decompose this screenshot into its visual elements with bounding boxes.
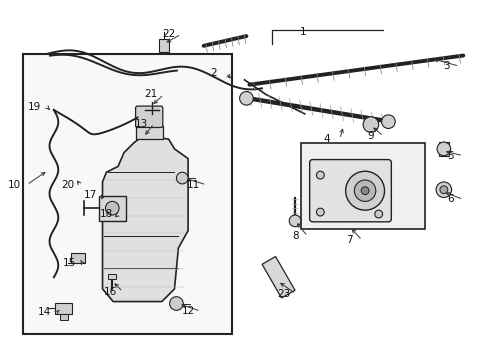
Text: 21: 21 [144,89,158,99]
Text: 6: 6 [447,194,453,204]
Circle shape [176,172,188,184]
Circle shape [288,215,300,227]
Text: 12: 12 [181,306,194,316]
Text: 13: 13 [135,118,148,129]
Text: 11: 11 [187,180,200,190]
Bar [300,143,425,229]
FancyBboxPatch shape [309,159,390,222]
Circle shape [363,117,378,132]
Circle shape [439,186,447,194]
Circle shape [316,208,324,216]
Circle shape [361,187,368,195]
Bar [55,302,72,314]
Text: 19: 19 [28,102,41,112]
Circle shape [169,297,183,310]
Text: 4: 4 [323,134,330,144]
Text: 18: 18 [100,209,113,219]
Text: 10: 10 [7,180,20,190]
Text: 20: 20 [61,180,74,190]
Bar [99,195,125,221]
Circle shape [354,180,375,201]
Text: 17: 17 [84,190,97,199]
Bar [159,39,168,51]
Polygon shape [262,257,294,298]
Circle shape [316,171,324,179]
Circle shape [374,210,382,218]
Bar [108,274,116,279]
Circle shape [436,142,450,156]
Circle shape [435,182,451,198]
Circle shape [381,115,394,129]
Circle shape [105,201,119,215]
Circle shape [345,171,384,210]
Text: 3: 3 [443,61,449,71]
Text: 14: 14 [38,307,51,317]
Bar [60,314,67,320]
Text: 22: 22 [162,29,175,39]
Circle shape [239,91,253,105]
Bar [23,54,231,334]
Text: 2: 2 [210,68,216,78]
Text: 1: 1 [299,27,305,37]
Text: 15: 15 [62,258,76,267]
FancyBboxPatch shape [135,106,163,127]
Text: 9: 9 [367,131,373,141]
Polygon shape [102,135,188,302]
Bar [135,126,163,139]
Text: 7: 7 [346,235,352,245]
Text: 23: 23 [276,289,289,299]
Bar [71,253,85,263]
Text: 8: 8 [291,231,298,242]
Text: 5: 5 [447,151,453,161]
Text: 16: 16 [103,287,117,297]
Bar [438,142,448,156]
